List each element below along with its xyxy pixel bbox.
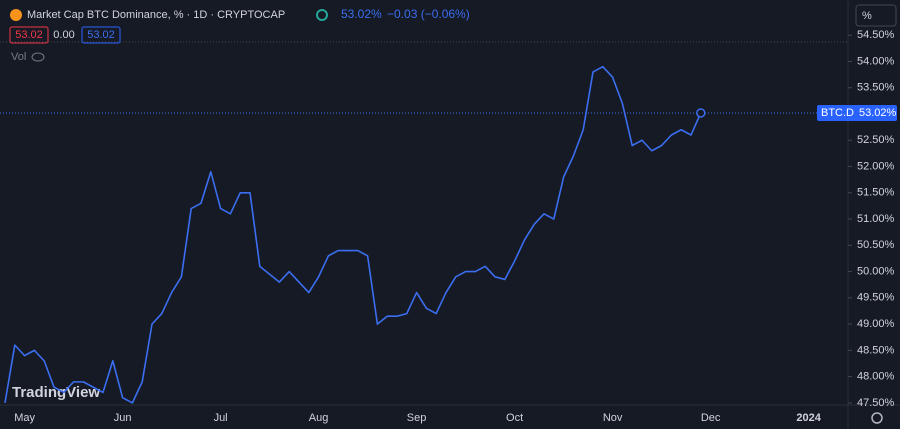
settings-icon[interactable] (871, 412, 883, 424)
price-tag-symbol: BTC.D (821, 107, 854, 119)
btc-icon (10, 9, 22, 21)
ask: 53.02 (87, 29, 115, 41)
scale-button-box[interactable] (855, 4, 897, 27)
bid: 53.02 (15, 29, 43, 41)
y-tick-label: 51.50% (857, 187, 895, 199)
y-tick-label: 51.00% (857, 213, 895, 225)
y-tick-label: 49.50% (857, 292, 895, 304)
y-tick-label: 49.00% (857, 318, 895, 330)
line (4, 65, 702, 404)
x-tick-label: May (14, 412, 35, 424)
price-change: −0.03 (−0.06%) (387, 7, 470, 21)
y-tick-label: 47.50% (857, 397, 895, 409)
y-tick-label: 52.00% (857, 160, 895, 172)
x-tick-label: Jul (214, 412, 228, 424)
volume-label: Vol (11, 51, 26, 63)
last-price: 53.02% (341, 7, 382, 21)
ask-box (81, 26, 121, 44)
legend-title: Market Cap BTC Dominance, % · 1D · CRYPT… (27, 9, 285, 21)
y-tick-label: 50.00% (857, 265, 895, 277)
x-tick-label: Oct (506, 412, 523, 424)
eye-icon[interactable] (31, 52, 45, 62)
x-tick-label: Sep (407, 412, 427, 424)
x-tick-label: Aug (309, 412, 329, 424)
spread: 0.00 (53, 29, 74, 41)
x-tick-label: Nov (603, 412, 623, 424)
price-tag-label: 53.02% (859, 107, 897, 119)
x-tick-label: 2024 (796, 412, 821, 424)
last-point (696, 108, 706, 118)
y-tick-label: 54.00% (857, 55, 895, 67)
price-tag-box (817, 104, 897, 121)
y-tick-label: 48.50% (857, 344, 895, 356)
bid-box (9, 26, 49, 44)
logo: TradingView (12, 384, 100, 401)
scale-button[interactable]: % (862, 10, 872, 22)
y-tick-label: 50.50% (857, 239, 895, 251)
y-tick-label: 54.50% (857, 29, 895, 41)
y-tick-label: 48.00% (857, 371, 895, 383)
status-icon (316, 9, 328, 21)
y-tick-label: 53.50% (857, 82, 895, 94)
y-tick-label: 52.50% (857, 134, 895, 146)
x-tick-label: Dec (701, 412, 721, 424)
x-tick-label: Jun (114, 412, 132, 424)
